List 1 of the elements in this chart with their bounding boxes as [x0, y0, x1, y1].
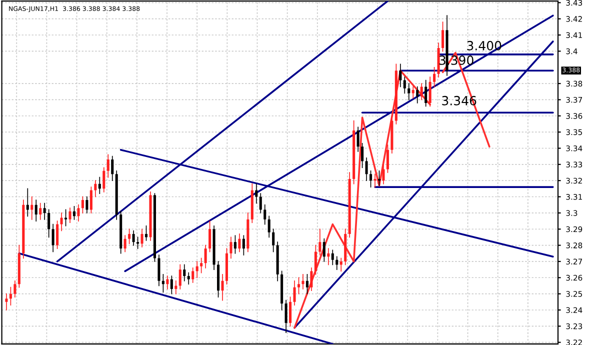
annotation: 3.400 — [467, 40, 502, 50]
